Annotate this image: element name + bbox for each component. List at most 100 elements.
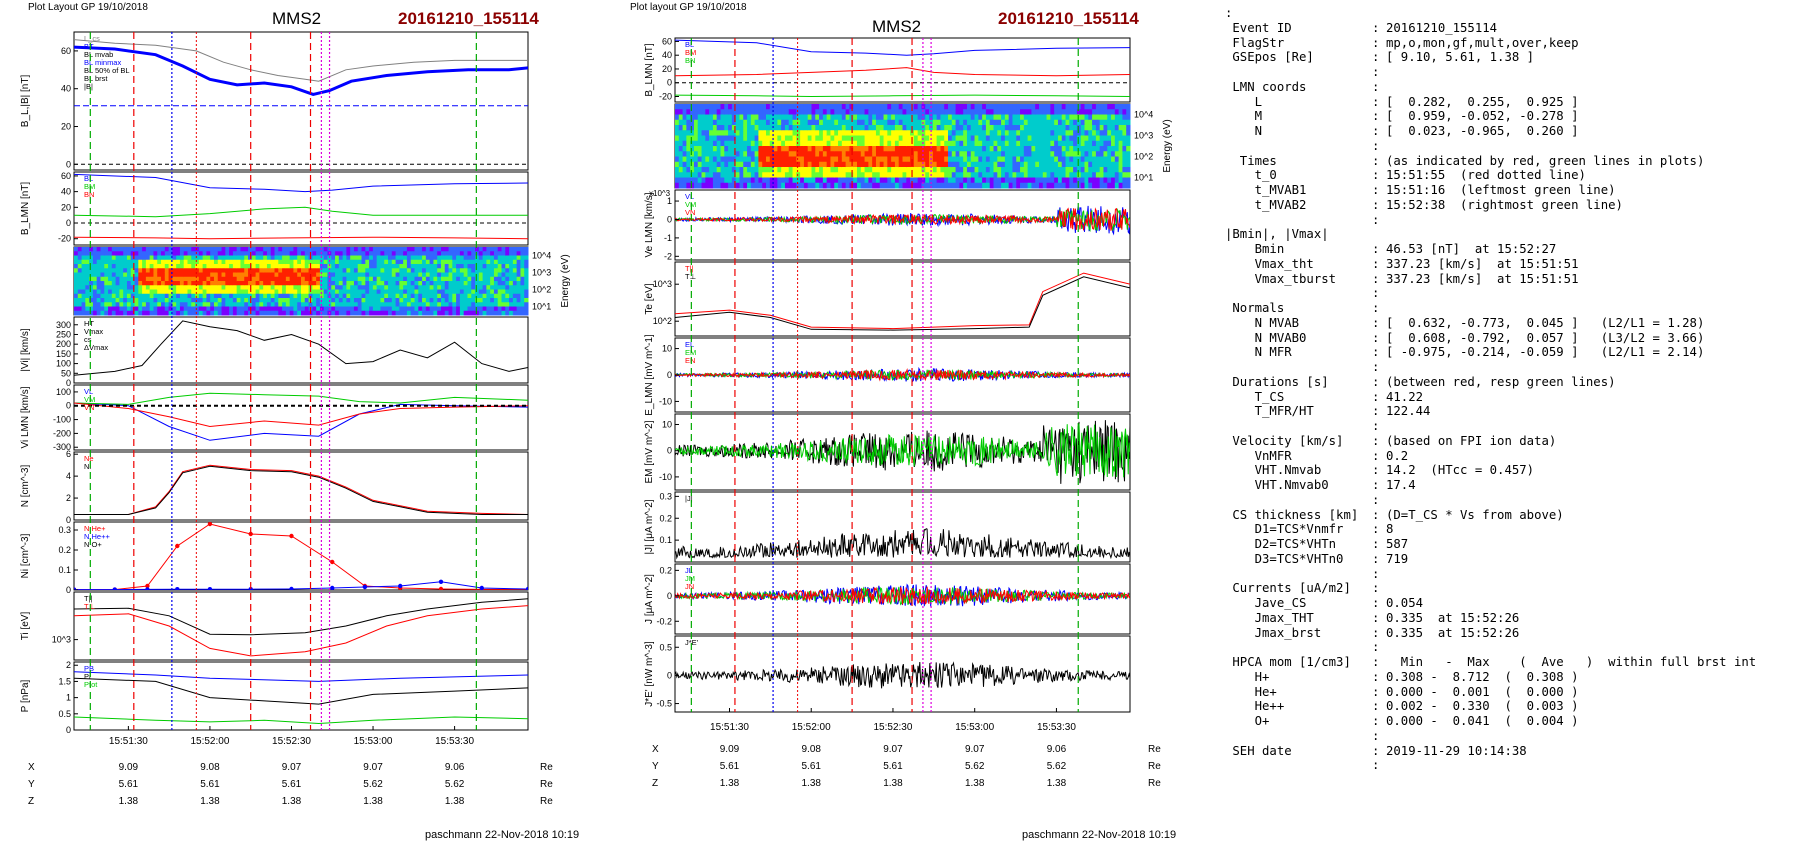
spectrogram-cell bbox=[213, 289, 219, 295]
spectrogram-cell bbox=[486, 251, 491, 256]
spectrogram-cell bbox=[913, 151, 919, 157]
info-val: 719 bbox=[1386, 551, 1409, 566]
spectrogram-cell bbox=[467, 281, 472, 286]
spectrogram-cell bbox=[342, 281, 347, 286]
spectrogram-cell bbox=[796, 104, 801, 110]
spectrogram-cell bbox=[297, 255, 302, 261]
panel-left8: 10^3Ti [eV]T||T⊥ bbox=[20, 591, 529, 661]
spectrogram-cell bbox=[81, 289, 86, 295]
spectrogram-cell bbox=[126, 251, 132, 256]
info-lbl bbox=[1225, 139, 1372, 154]
spectrogram-cell bbox=[505, 310, 510, 316]
spectrogram-cell bbox=[338, 302, 344, 307]
spectrogram-cell bbox=[1111, 151, 1116, 157]
spectrogram-cell bbox=[74, 268, 79, 273]
spectrogram-cell bbox=[1023, 161, 1029, 168]
spectrogram-cell bbox=[157, 247, 162, 252]
spectrogram-cell bbox=[486, 272, 491, 278]
spectrogram-cell bbox=[104, 293, 109, 299]
spectrogram-cell bbox=[497, 255, 503, 261]
info-sep: : bbox=[1372, 433, 1380, 448]
spectrogram-cell bbox=[512, 276, 518, 282]
series-vm-line bbox=[74, 392, 528, 405]
spectrogram-cell bbox=[894, 119, 900, 126]
info-val: (D=T_CS * Vs from above) bbox=[1386, 507, 1564, 522]
spectrogram-cell bbox=[830, 104, 835, 110]
spectrogram-cell bbox=[982, 114, 987, 121]
spectrogram-cell bbox=[845, 182, 850, 189]
spectrogram-cell bbox=[89, 268, 94, 273]
spectrogram-cell bbox=[1004, 161, 1010, 168]
spectrogram-cell bbox=[501, 289, 506, 295]
spectrogram-cell bbox=[1088, 146, 1093, 152]
spectrogram-cell bbox=[456, 306, 461, 312]
spectrogram-cell bbox=[353, 251, 359, 256]
spectrogram-cell bbox=[418, 298, 423, 303]
spectrogram-cell bbox=[1004, 109, 1010, 115]
spectrogram-cell bbox=[769, 156, 775, 163]
spectrogram-cell bbox=[1118, 182, 1123, 189]
spectrogram-cell bbox=[1122, 114, 1127, 121]
spectrogram-cell bbox=[845, 177, 850, 184]
spectrogram-cell bbox=[524, 302, 529, 307]
spectrogram-cell bbox=[932, 109, 938, 115]
spectrogram-cell bbox=[849, 130, 854, 136]
spectrogram-cell bbox=[108, 306, 113, 312]
spectrogram-cell bbox=[437, 293, 442, 299]
spectrogram-cell bbox=[92, 276, 98, 282]
spectrogram-cell bbox=[830, 177, 835, 184]
spectrogram-cell bbox=[365, 276, 370, 282]
spectrogram-cell bbox=[1031, 109, 1036, 115]
spectrogram-cell bbox=[331, 268, 336, 273]
spectrogram-cell bbox=[845, 161, 850, 168]
spectrogram-cell bbox=[191, 289, 196, 295]
spectrogram-cell bbox=[989, 125, 994, 131]
spectrogram-cell bbox=[997, 135, 1002, 142]
spectrogram-cell bbox=[932, 135, 938, 142]
spectrogram-cell bbox=[478, 259, 484, 265]
spectrogram-cell bbox=[944, 125, 949, 131]
spectrogram-cell bbox=[766, 104, 771, 110]
spectrogram-cell bbox=[917, 104, 922, 110]
spectrogram-cell bbox=[512, 289, 518, 295]
spectrogram-cell bbox=[766, 172, 771, 178]
spectrogram-cell bbox=[841, 130, 847, 136]
spectrogram-cell bbox=[282, 306, 287, 312]
spectrogram-cell bbox=[96, 289, 101, 295]
spectrogram-cell bbox=[312, 276, 317, 282]
spectrogram-cell bbox=[89, 264, 94, 269]
spectrogram-cell bbox=[418, 293, 423, 299]
spectrogram-cell bbox=[989, 104, 994, 110]
spectrogram-cell bbox=[1057, 177, 1063, 184]
spectrogram-cell bbox=[365, 310, 370, 316]
spectrogram-cell bbox=[406, 247, 412, 252]
spectrogram-cell bbox=[784, 119, 790, 126]
spectrogram-cell bbox=[686, 146, 691, 152]
spectrogram-cell bbox=[161, 259, 166, 265]
spectrogram-cell bbox=[115, 285, 120, 290]
legend-entry: Ni bbox=[84, 462, 91, 471]
spectrogram-cell bbox=[395, 293, 400, 299]
spectrogram-cell bbox=[728, 140, 733, 147]
spectrogram-cell bbox=[316, 259, 321, 265]
spectrogram-cell bbox=[1088, 104, 1093, 110]
spectrogram-cell bbox=[142, 302, 147, 307]
series--j--line bbox=[675, 528, 1130, 560]
spectrogram-cell bbox=[728, 146, 733, 152]
spectrogram-cell bbox=[709, 146, 714, 152]
spectrogram-cell bbox=[327, 264, 332, 269]
spectrogram-cell bbox=[857, 109, 862, 115]
spectrogram-cell bbox=[1107, 177, 1112, 184]
spectrogram-cell bbox=[403, 268, 408, 273]
spectrogram-cell bbox=[395, 298, 400, 303]
spectrogram-cell bbox=[168, 298, 173, 303]
spectrogram-cell bbox=[1008, 119, 1013, 126]
spectrogram-cell bbox=[516, 264, 521, 269]
spectrogram-cell bbox=[1092, 109, 1097, 115]
series-jl-line bbox=[675, 583, 1130, 607]
spectrogram-cell bbox=[191, 298, 196, 303]
spectrogram-cell bbox=[883, 130, 888, 136]
spectrogram-cell bbox=[255, 255, 260, 261]
spectrogram-cell bbox=[989, 130, 994, 136]
spectrogram-cell bbox=[418, 272, 423, 278]
